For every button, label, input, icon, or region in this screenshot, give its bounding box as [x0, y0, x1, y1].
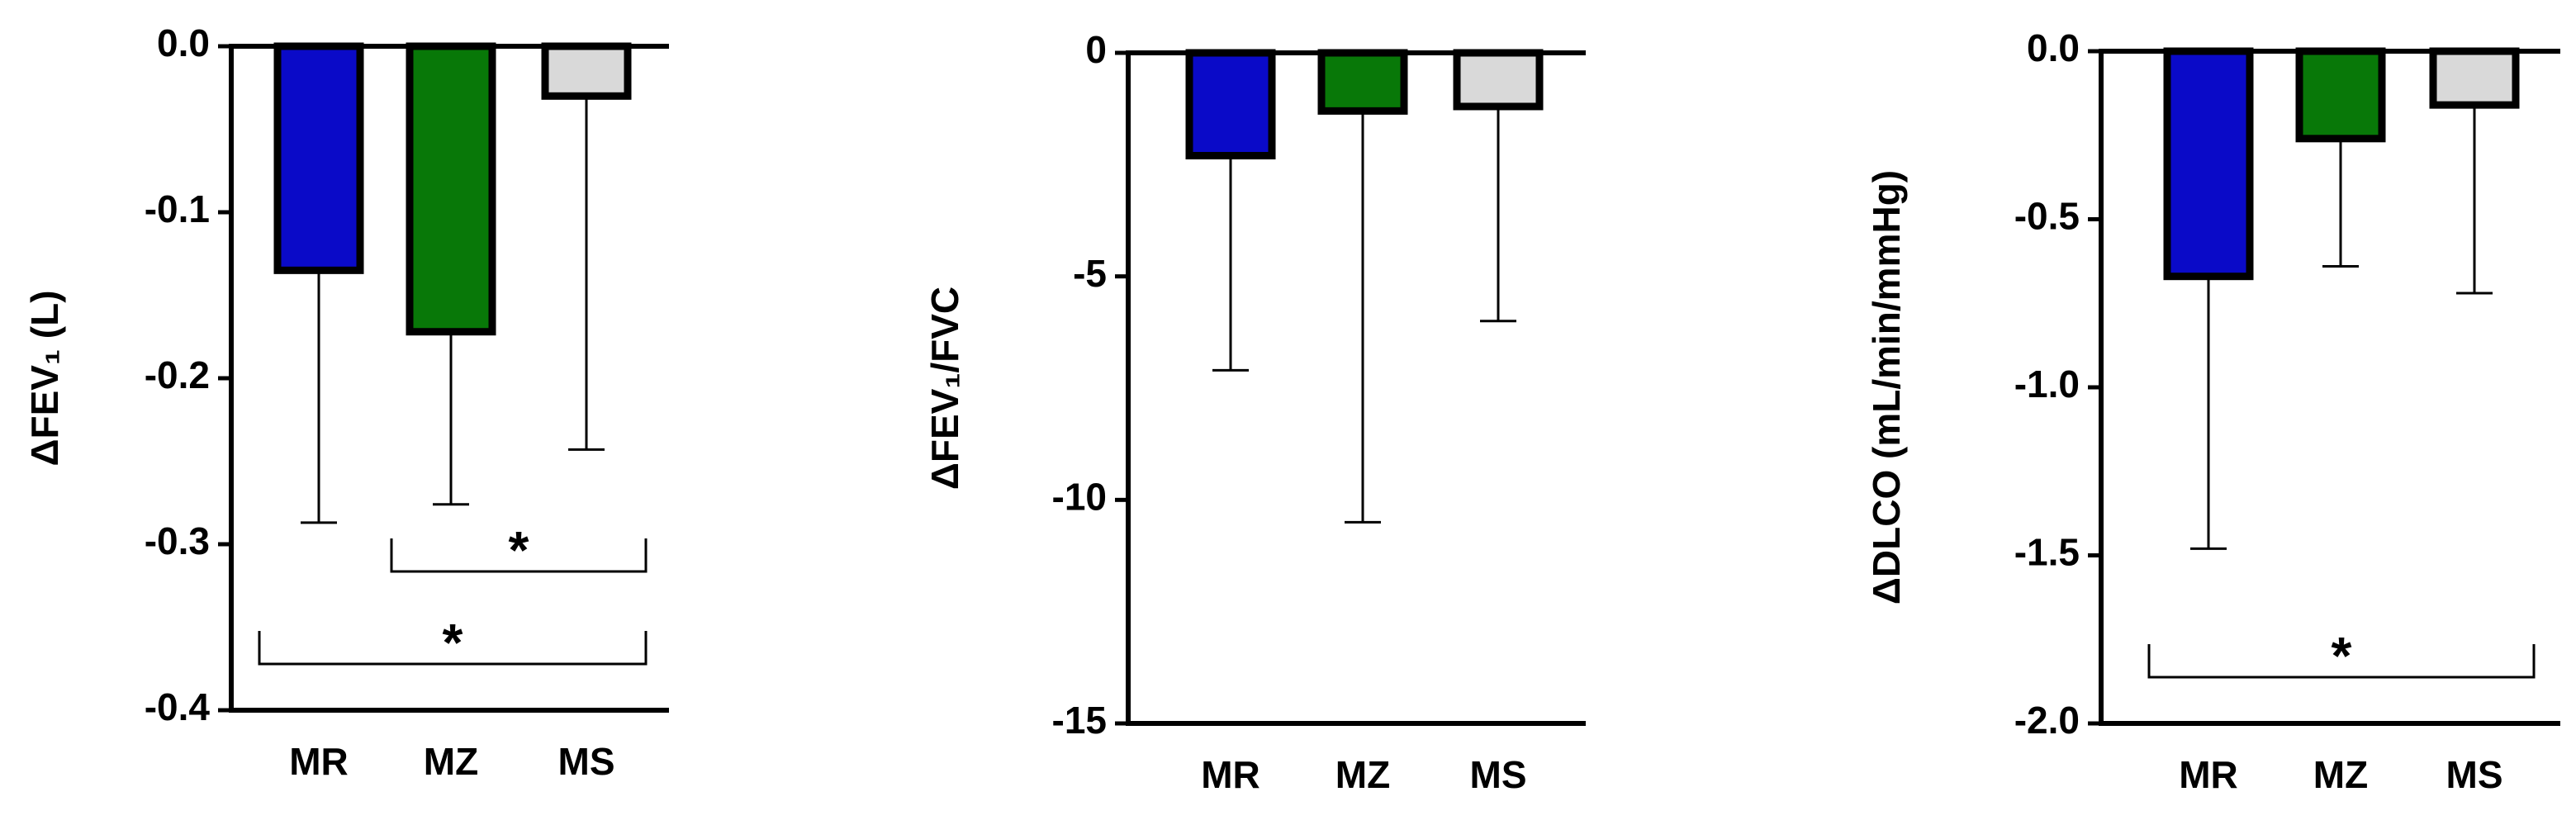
x-tick-label: MZ	[2313, 753, 2368, 796]
x-tick-label: MS	[2446, 753, 2503, 796]
y-axis-label: ΔDLCO (mL/min/mmHg)	[1865, 170, 1908, 605]
y-axis-label: ΔFEV₁/FVC	[923, 287, 966, 490]
x-tick-label: MS	[1470, 753, 1527, 796]
bar	[541, 42, 632, 100]
x-tick-label: MR	[289, 740, 349, 783]
x-tick-label: MR	[1201, 753, 1260, 796]
y-tick-label: -0.2	[145, 353, 210, 396]
significance-label: *	[2332, 626, 2352, 685]
y-tick-label: -10	[1052, 475, 1107, 518]
chart-panel: ΔFEV₁ (L) MR MZ MS 0.0 -0.1 -0.2 -0.3 -0.4 * *	[23, 21, 669, 783]
y-tick-label: -1.5	[2014, 531, 2080, 574]
x-tick-label: MR	[2179, 753, 2238, 796]
y-tick-label: -0.4	[145, 685, 211, 728]
significance-label: *	[443, 613, 463, 672]
bar	[1453, 49, 1544, 111]
bar	[273, 42, 364, 274]
x-tick-label: MS	[558, 740, 615, 783]
x-tick-label: MZ	[1335, 753, 1390, 796]
y-tick-label: -15	[1052, 699, 1107, 742]
significance-bracket	[258, 631, 648, 666]
bar	[2429, 47, 2520, 109]
bar	[2163, 47, 2254, 281]
y-tick-label: 0.0	[2027, 26, 2080, 69]
bar	[1317, 49, 1408, 115]
y-tick-label: -5	[1073, 252, 1107, 295]
y-tick-label: -0.1	[145, 187, 210, 230]
bar	[406, 42, 496, 336]
y-tick-label: -0.5	[2014, 195, 2080, 238]
chart-panel: ΔFEV₁/FVC MR MZ MS 0 -5 -10 -15	[923, 28, 1586, 796]
x-tick-label: MZ	[424, 740, 478, 783]
y-tick-label: -2.0	[2014, 699, 2080, 742]
y-axis-label: ΔFEV₁ (L)	[23, 290, 66, 466]
significance-label: *	[509, 520, 529, 580]
y-tick-label: -0.3	[145, 519, 210, 562]
y-tick-label: 0	[1085, 28, 1107, 71]
bar	[2295, 47, 2386, 143]
chart-panel: ΔDLCO (mL/min/mmHg) MR MZ MS 0.0 -0.5 -1.0 -1.5…	[1865, 26, 2560, 796]
significance-bracket	[2147, 644, 2536, 679]
significance-bracket	[390, 538, 648, 573]
bar	[1185, 49, 1276, 160]
y-tick-label: 0.0	[157, 21, 210, 64]
y-tick-label: -1.0	[2014, 363, 2080, 405]
